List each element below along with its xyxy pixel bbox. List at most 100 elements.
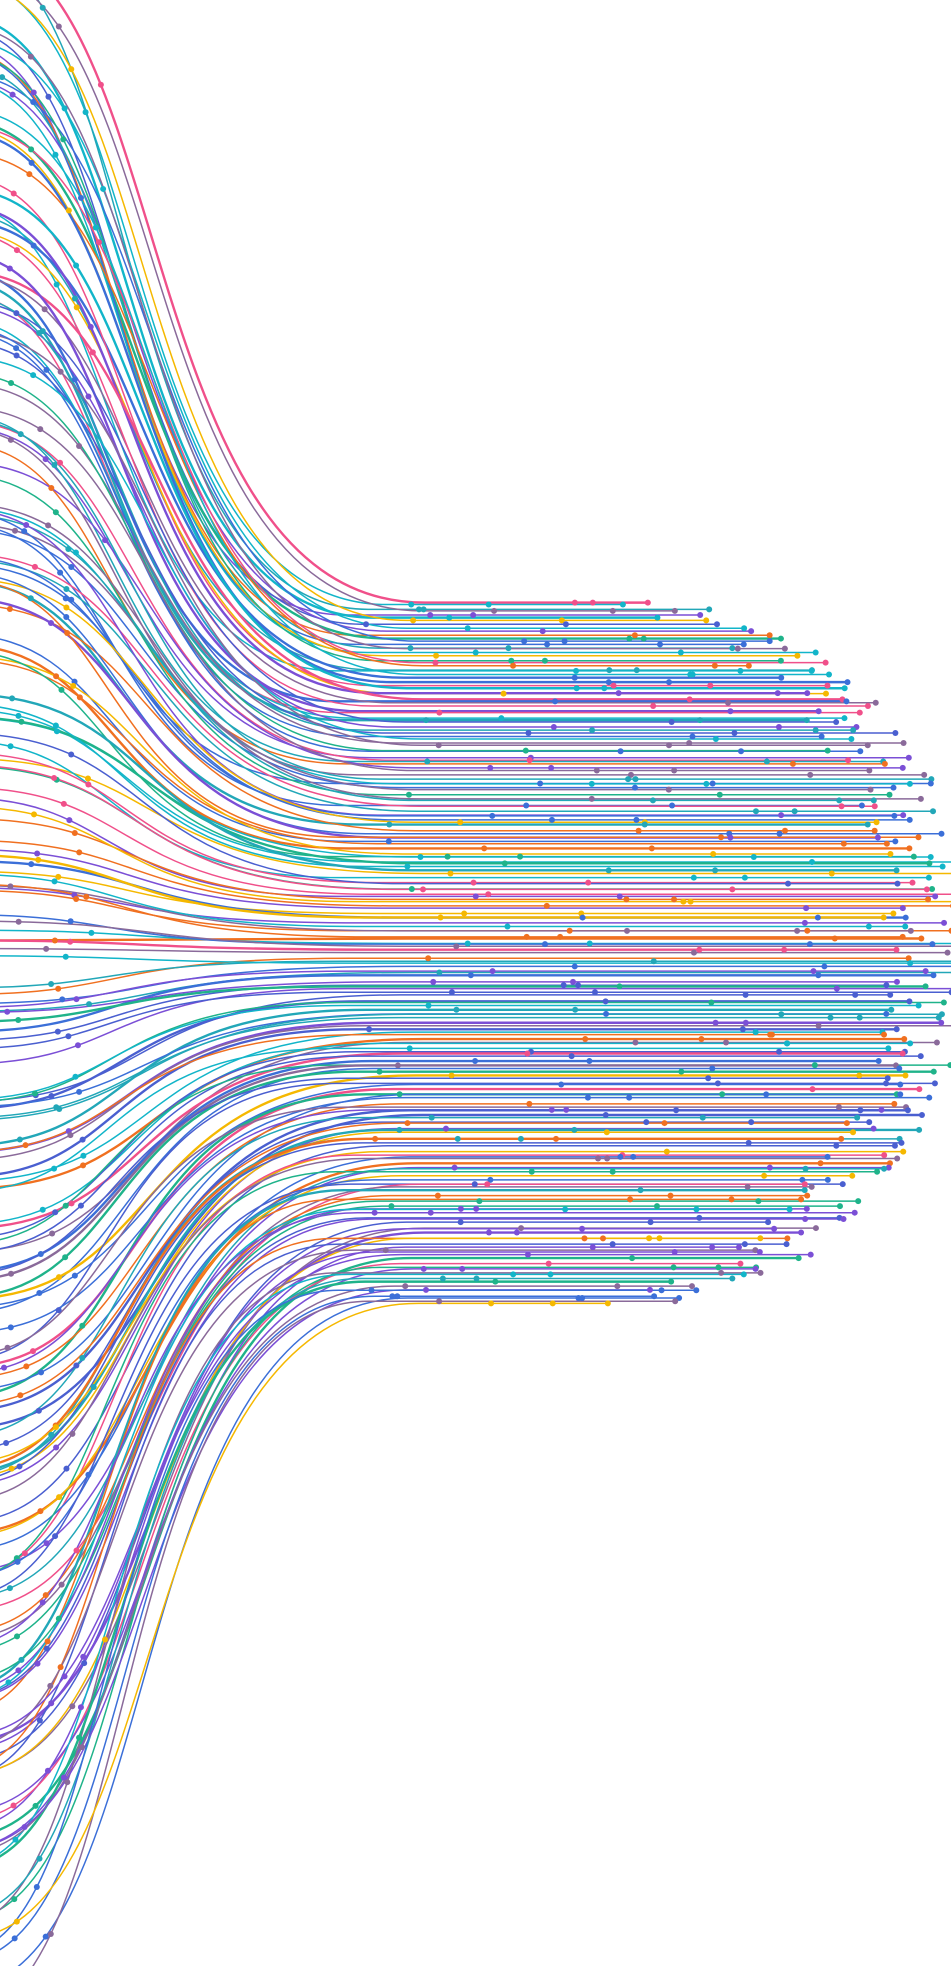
dot — [803, 717, 810, 724]
curve — [0, 754, 914, 884]
dot — [671, 1248, 678, 1255]
dot — [10, 1802, 17, 1809]
dot — [812, 727, 819, 734]
dot — [446, 614, 453, 621]
dot — [609, 1168, 616, 1175]
dot — [448, 1072, 455, 1079]
dot — [523, 802, 530, 809]
dot — [80, 1653, 87, 1660]
dot — [900, 739, 907, 746]
dot — [693, 1287, 700, 1294]
curve — [0, 1031, 884, 1180]
dot — [784, 1040, 791, 1047]
dot — [510, 1271, 517, 1278]
dot — [476, 1198, 483, 1205]
dot — [781, 946, 788, 953]
dot — [67, 1132, 74, 1139]
dot — [60, 800, 67, 807]
curve — [0, 743, 930, 879]
dot — [824, 682, 831, 689]
dot — [610, 682, 617, 689]
dot — [549, 1300, 556, 1307]
dot — [16, 1136, 23, 1143]
curve — [0, 513, 904, 816]
dot — [100, 185, 107, 192]
dot — [923, 886, 930, 893]
dot — [940, 999, 947, 1006]
dot — [821, 963, 828, 970]
curve — [0, 34, 786, 650]
dot — [372, 1135, 379, 1142]
dot — [43, 366, 50, 373]
dot — [8, 1465, 15, 1472]
dot — [488, 1300, 495, 1307]
dot — [56, 1494, 63, 1501]
curve — [0, 1167, 885, 1593]
dot — [82, 109, 89, 116]
dot — [824, 747, 831, 754]
dot — [782, 827, 789, 834]
dot — [436, 969, 443, 976]
dot — [95, 239, 102, 246]
dot — [68, 596, 75, 603]
dot — [42, 1933, 49, 1940]
dot — [7, 436, 14, 443]
dot — [927, 780, 934, 787]
dot — [464, 940, 471, 947]
dot — [41, 306, 48, 313]
curve — [0, 220, 813, 671]
dot — [838, 803, 845, 810]
dot — [623, 896, 630, 903]
dot — [777, 657, 784, 664]
dot — [840, 1216, 847, 1223]
dot — [894, 880, 901, 887]
curve — [0, 971, 951, 1012]
dot — [52, 722, 59, 729]
dot — [78, 1744, 85, 1751]
dot — [13, 345, 20, 352]
dot — [748, 628, 755, 635]
dot — [52, 1209, 59, 1216]
curve — [0, 1295, 655, 1951]
curve — [0, 808, 951, 903]
dot — [673, 1107, 680, 1114]
dot — [505, 645, 512, 652]
curve — [0, 981, 898, 1013]
dot — [891, 1100, 898, 1107]
curve — [0, 1050, 906, 1236]
dot — [68, 66, 75, 73]
dot — [453, 1006, 460, 1013]
dot — [844, 679, 851, 686]
dot — [459, 1265, 466, 1272]
dot — [573, 667, 580, 674]
dot — [89, 349, 96, 356]
dot — [64, 630, 71, 637]
dot — [4, 1344, 11, 1351]
dot — [53, 281, 60, 288]
dot — [798, 1229, 805, 1236]
dot — [453, 943, 460, 950]
dot — [845, 757, 852, 764]
dot — [11, 1935, 18, 1942]
dot — [51, 878, 58, 885]
curve — [0, 1028, 898, 1176]
dot — [77, 1202, 84, 1209]
dot — [547, 1271, 554, 1278]
dot — [711, 662, 718, 669]
dot — [57, 368, 64, 375]
curve — [0, 717, 931, 865]
curve — [0, 511, 911, 785]
dot — [39, 4, 46, 11]
dot — [68, 751, 75, 758]
curve — [0, 347, 897, 734]
dot — [881, 760, 888, 767]
curve — [0, 1246, 740, 1841]
dot — [557, 933, 564, 940]
dot — [407, 645, 414, 652]
dot — [668, 719, 675, 726]
curve — [0, 1052, 904, 1227]
dot — [902, 923, 909, 930]
dot — [603, 1129, 610, 1136]
curve — [0, 706, 944, 868]
dot — [871, 827, 878, 834]
